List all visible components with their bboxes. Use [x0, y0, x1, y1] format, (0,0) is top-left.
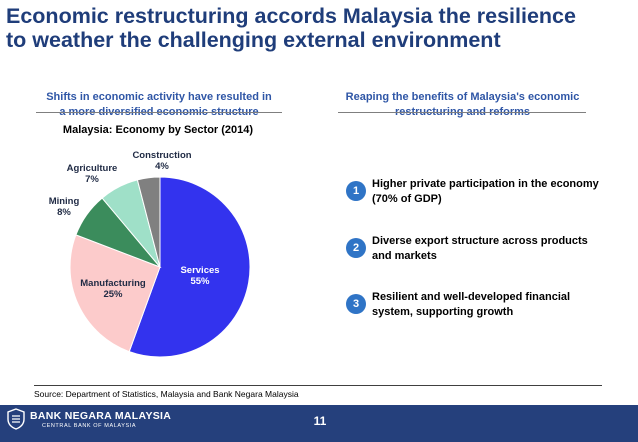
page-title: Economic restructuring accords Malaysia …	[6, 4, 632, 52]
left-heading-line-1: Shifts in economic activity have resulte…	[46, 91, 272, 103]
page-title-line-2: to weather the challenging external envi…	[6, 28, 501, 52]
pie-slice-services	[128, 176, 251, 358]
slice-label-construction-value: 4%	[155, 161, 169, 172]
slice-label-services-value: 55%	[190, 276, 210, 287]
slice-label-manufacturing-name: Manufacturing	[80, 278, 146, 289]
slice-label-mining-name: Mining	[48, 196, 80, 207]
benefit-text-line-1: Higher private participation in the econ…	[372, 178, 599, 190]
benefit-item-2: 2 Diverse export structure across produc…	[346, 234, 626, 270]
slice-label-mining-value: 8%	[57, 207, 71, 218]
bank-subtitle: CENTRAL BANK OF MALAYSIA	[42, 423, 137, 429]
right-heading-line-1: Reaping the benefits of Malaysia's econo…	[345, 91, 580, 103]
bank-name: BANK NEGARA MALAYSIA	[30, 410, 172, 422]
slice-label-mining: Mining 8%	[40, 196, 88, 218]
benefit-text-line-1: Resilient and well-developed financial	[372, 291, 571, 303]
slice-label-services-name: Services	[180, 265, 220, 276]
right-heading-underline	[338, 112, 586, 113]
pie-slice-construction	[136, 176, 161, 268]
slice-label-agriculture-name: Agriculture	[66, 163, 118, 174]
page-title-line-1: Economic restructuring accords Malaysia …	[6, 4, 576, 28]
benefit-number-badge: 1	[346, 181, 366, 201]
benefit-text-line-2: (70% of GDP)	[372, 193, 442, 205]
benefit-text-line-2: and markets	[372, 250, 437, 262]
slice-label-construction: Construction 4%	[124, 150, 200, 172]
benefit-item-3: 3 Resilient and well-developed financial…	[346, 290, 626, 326]
benefit-text: Resilient and well-developed financial s…	[372, 290, 570, 320]
page-number: 11	[313, 414, 327, 428]
pie-slice-manufacturing	[69, 234, 161, 353]
slice-label-agriculture-value: 7%	[85, 174, 99, 185]
left-heading-underline	[36, 112, 282, 113]
source-note: Source: Department of Statistics, Malays…	[34, 389, 299, 399]
slice-label-construction-name: Construction	[132, 150, 192, 161]
slice-label-agriculture: Agriculture 7%	[62, 163, 122, 185]
source-divider	[34, 385, 602, 386]
benefit-item-1: 1 Higher private participation in the ec…	[346, 177, 626, 213]
chart-title: Malaysia: Economy by Sector (2014)	[62, 124, 254, 136]
benefit-text-line-1: Diverse export structure across products	[372, 235, 588, 247]
slice-label-services: Services 55%	[170, 265, 230, 287]
slice-label-manufacturing-value: 25%	[103, 289, 123, 300]
benefit-number-badge: 3	[346, 294, 366, 314]
footer-bar	[0, 405, 638, 442]
bank-logo-icon	[7, 408, 25, 430]
benefit-text-line-2: system, supporting growth	[372, 306, 514, 318]
benefit-text: Diverse export structure across products…	[372, 234, 588, 264]
benefit-number-badge: 2	[346, 238, 366, 258]
slice-label-manufacturing: Manufacturing 25%	[76, 278, 150, 300]
benefit-text: Higher private participation in the econ…	[372, 177, 599, 207]
